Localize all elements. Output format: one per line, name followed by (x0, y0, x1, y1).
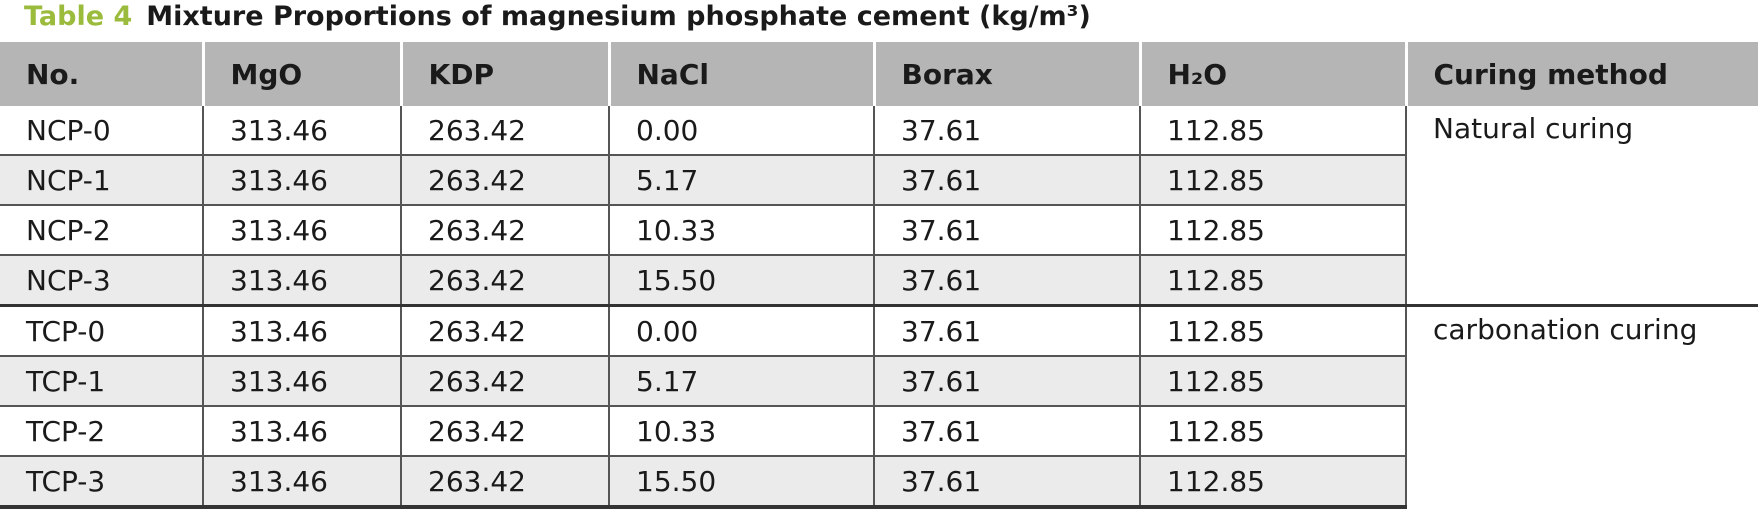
table-body: NCP-0 313.46 263.42 0.00 37.61 112.85 Natural … (0, 106, 1758, 509)
table-cell: 313.46 (202, 204, 401, 255)
header-cell: Borax (872, 42, 1140, 106)
table-row: TCP-3 313.46 263.42 15.50 37.61 112.85 (0, 455, 1758, 509)
table-cell: TCP-1 (0, 355, 203, 406)
table-header: No. MgO KDP NaCl Borax H₂O Curing method (0, 42, 1758, 106)
curing-cell: carbonation curing (1405, 304, 1758, 507)
table-row: TCP-2 313.46 263.42 10.33 37.61 112.85 (0, 405, 1758, 456)
table-cell: 37.61 (873, 204, 1140, 255)
table-cell: 263.42 (400, 455, 609, 509)
table-cell: 313.46 (202, 304, 401, 356)
table-cell: 37.61 (873, 106, 1140, 155)
table-cell: 0.00 (608, 106, 874, 155)
table-caption: Table 4 Mixture Proportions of magnesium … (0, 0, 1758, 42)
table-cell: 37.61 (873, 455, 1140, 509)
table-cell: 263.42 (400, 106, 609, 155)
table-row: NCP-0 313.46 263.42 0.00 37.61 112.85 Natural … (0, 106, 1758, 306)
table-row: NCP-3 313.46 263.42 15.50 37.61 112.85 (0, 254, 1758, 306)
table-cell: 263.42 (400, 154, 609, 205)
table-cell: 263.42 (400, 254, 609, 306)
table-cell: 15.50 (608, 254, 874, 306)
table-cell: 112.85 (1139, 355, 1406, 406)
table-cell: 112.85 (1139, 455, 1406, 509)
table-cell: 313.46 (202, 405, 401, 456)
table-cell: 313.46 (202, 254, 401, 306)
table-cell: 112.85 (1139, 106, 1406, 155)
header-cell: No. (0, 42, 203, 106)
table-cell: 37.61 (873, 304, 1140, 356)
table-cell: 313.46 (202, 154, 401, 205)
table-cell: 10.33 (608, 204, 874, 255)
table-cell: NCP-2 (0, 204, 203, 255)
table-row: NCP-2 313.46 263.42 10.33 37.61 112.85 (0, 204, 1758, 255)
table-cell: 263.42 (400, 355, 609, 406)
table-cell: 37.61 (873, 154, 1140, 205)
table-row: TCP-0 313.46 263.42 0.00 37.61 112.85 carbonat… (0, 304, 1758, 507)
header-cell: NaCl (607, 42, 874, 106)
table-cell: 112.85 (1139, 405, 1406, 456)
header-row: No. MgO KDP NaCl Borax H₂O Curing method (0, 42, 1758, 106)
table-row: TCP-1 313.46 263.42 5.17 37.61 112.85 (0, 355, 1758, 406)
table-cell: 263.42 (400, 405, 609, 456)
header-cell: Curing method (1404, 42, 1758, 106)
table-cell: 112.85 (1139, 204, 1406, 255)
table-cell: 112.85 (1139, 254, 1406, 306)
table-cell: 263.42 (400, 304, 609, 356)
table-cell: TCP-0 (0, 304, 203, 356)
table-cell: 313.46 (202, 106, 401, 155)
table-row: NCP-1 313.46 263.42 5.17 37.61 112.85 (0, 154, 1758, 205)
header-cell: KDP (399, 42, 609, 106)
table-cell: NCP-3 (0, 254, 203, 306)
header-cell: H₂O (1138, 42, 1406, 106)
table-cell: 5.17 (608, 154, 874, 205)
table-cell: 313.46 (202, 355, 401, 406)
table-cell: 5.17 (608, 355, 874, 406)
table-cell: 0.00 (608, 304, 874, 356)
table-title: Mixture Proportions of magnesium phospha… (146, 1, 1091, 32)
table-cell: 37.61 (873, 355, 1140, 406)
table-cell: 112.85 (1139, 304, 1406, 356)
table-cell: 263.42 (400, 204, 609, 255)
table-label: Table 4 (24, 1, 133, 32)
curing-cell: Natural curing (1405, 106, 1758, 306)
table-cell: 112.85 (1139, 154, 1406, 205)
table-cell: 37.61 (873, 405, 1140, 456)
table-cell: 15.50 (608, 455, 874, 509)
table-cell: NCP-0 (26, 113, 111, 147)
table-cell: 313.46 (202, 455, 401, 509)
table-cell: 10.33 (608, 405, 874, 456)
table-cell: TCP-2 (0, 405, 203, 456)
table-cell: TCP-3 (0, 455, 203, 509)
header-cell: MgO (201, 42, 401, 106)
table-cell: NCP-1 (0, 154, 203, 205)
table-cell: 37.61 (873, 254, 1140, 306)
table: No. MgO KDP NaCl Borax H₂O Curing method NCP-0… (0, 42, 1758, 509)
